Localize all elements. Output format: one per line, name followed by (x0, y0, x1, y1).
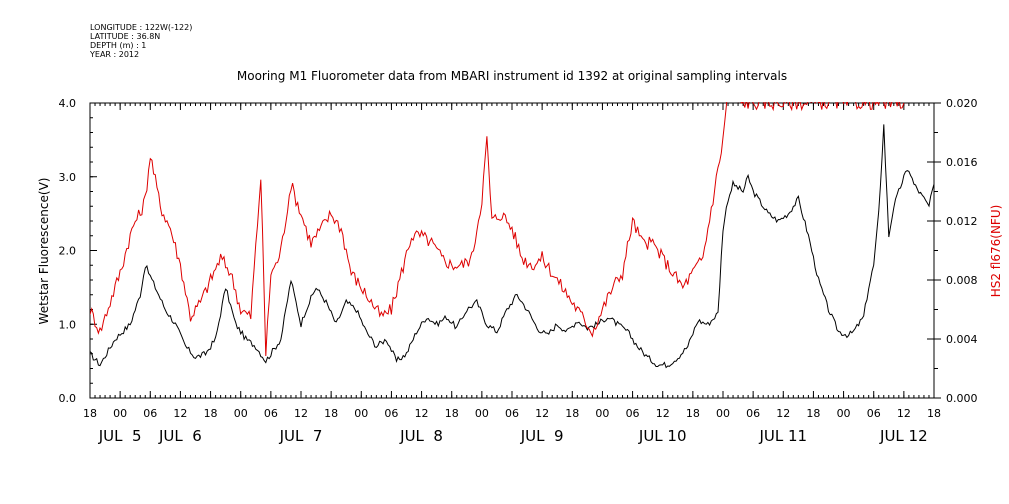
x-tick-label: 00 (234, 407, 248, 420)
x-tick-label: 18 (565, 407, 579, 420)
x-tick-label: 12 (656, 407, 670, 420)
x-tick-label: 12 (415, 407, 429, 420)
x-tick-label: 00 (837, 407, 851, 420)
series-layer (90, 102, 934, 369)
x-tick-label: 06 (626, 407, 640, 420)
x-day-label: JUL 6 (158, 427, 202, 445)
header-depth: DEPTH (m) : 1 (90, 41, 147, 50)
y-right-tick-label: 0.020 (946, 97, 978, 110)
x-tick-label: 00 (595, 407, 609, 420)
header-year: YEAR : 2012 (90, 50, 140, 59)
x-tick-label: 00 (716, 407, 730, 420)
x-tick-label: 18 (83, 407, 97, 420)
x-day-label: JUL 8 (399, 427, 443, 445)
y-axis-right-label: HS2 fl676(NFU) (989, 205, 1003, 298)
y-left-tick-label: 3.0 (59, 171, 77, 184)
x-tick-label: 00 (354, 407, 368, 420)
y-left-tick-label: 4.0 (59, 97, 77, 110)
x-tick-label: 12 (776, 407, 790, 420)
x-tick-label: 06 (384, 407, 398, 420)
y-right-tick-label: 0.016 (946, 156, 978, 169)
y-right-tick-label: 0.012 (946, 215, 978, 228)
right-axis: 0.000 0.004 0.008 0.012 0.016 0.020 (927, 97, 978, 405)
x-day-label: JUL 12 (879, 427, 928, 445)
plot-frame (89, 102, 935, 399)
y-right-tick-label: 0.000 (946, 392, 978, 405)
series-line-hs2 (90, 102, 905, 357)
x-tick-label: 12 (173, 407, 187, 420)
header-latitude: LATITUDE : 36.8N (90, 32, 161, 41)
x-tick-label: 18 (686, 407, 700, 420)
y-axis-left-label: Wetstar Fluorescence(V) (37, 178, 51, 325)
x-tick-label: 06 (505, 407, 519, 420)
x-tick-label: 18 (927, 407, 941, 420)
header-longitude: LONGITUDE : 122W(-122) (90, 23, 193, 32)
x-tick-label: 12 (535, 407, 549, 420)
chart-title: Mooring M1 Fluorometer data from MBARI i… (236, 69, 788, 83)
x-day-label: JUL 5 (98, 427, 142, 445)
x-tick-label: 18 (324, 407, 338, 420)
plot-border (89, 102, 935, 399)
x-tick-label: 06 (867, 407, 881, 420)
left-axis: 0.0 1.0 2.0 3.0 4.0 (59, 97, 97, 405)
x-day-label: JUL 11 (758, 427, 807, 445)
x-day-label: JUL 10 (638, 427, 687, 445)
x-tick-label: 18 (806, 407, 820, 420)
y-left-tick-label: 1.0 (59, 318, 77, 331)
x-tick-label: 18 (445, 407, 459, 420)
x-tick-label: 06 (143, 407, 157, 420)
series-line-wetstar (90, 124, 934, 369)
x-tick-label: 06 (264, 407, 278, 420)
y-right-tick-label: 0.008 (946, 274, 978, 287)
x-tick-label: 06 (746, 407, 760, 420)
x-tick-label: 00 (475, 407, 489, 420)
x-tick-label: 12 (897, 407, 911, 420)
y-right-tick-label: 0.004 (946, 333, 978, 346)
x-day-label: JUL 7 (279, 427, 323, 445)
bottom-axis: 18 00 06 12 18 00 06 12 18 00 06 12 18 00 06 12 18 00 06 12… (83, 103, 941, 445)
y-left-tick-label: 0.0 (59, 392, 77, 405)
x-tick-label: 12 (294, 407, 308, 420)
x-tick-label: 18 (204, 407, 218, 420)
x-day-label: JUL 9 (520, 427, 564, 445)
y-left-tick-label: 2.0 (59, 245, 77, 258)
x-tick-label: 00 (113, 407, 127, 420)
